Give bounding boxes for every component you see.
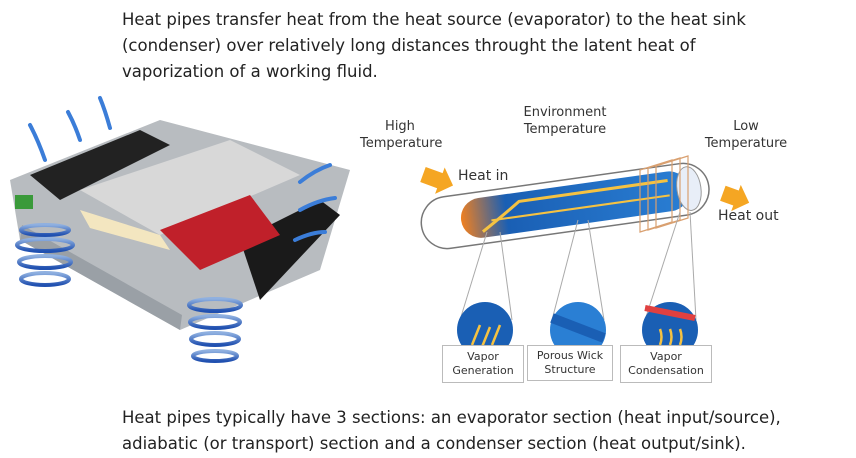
environment-temperature-label: Environment Temperature bbox=[523, 105, 607, 137]
heat-out-arrow bbox=[720, 184, 750, 212]
heat-pipe bbox=[420, 162, 710, 250]
low-temperature-label: Low Temperature bbox=[704, 119, 788, 151]
fan-swirls bbox=[15, 223, 243, 363]
intro-text: Heat pipes transfer heat from the heat s… bbox=[122, 10, 746, 81]
section-label: Porous Wick Structure bbox=[527, 345, 613, 381]
heat-in-arrow bbox=[420, 167, 454, 194]
zoom-lines bbox=[459, 211, 697, 321]
airflow-arrows bbox=[28, 96, 337, 242]
section-label: Vapor Condensation bbox=[620, 345, 712, 383]
heat-in-label: Heat in bbox=[458, 168, 509, 184]
section-label: Vapor Generation bbox=[442, 345, 524, 383]
detail-circles bbox=[457, 302, 698, 358]
chassis bbox=[10, 120, 350, 330]
condenser-fins bbox=[639, 155, 689, 233]
outro-text: Heat pipes typically have 3 sections: an… bbox=[122, 408, 781, 453]
heat-out-label: Heat out bbox=[718, 208, 779, 224]
high-temperature-label: High Temperature bbox=[360, 119, 443, 151]
